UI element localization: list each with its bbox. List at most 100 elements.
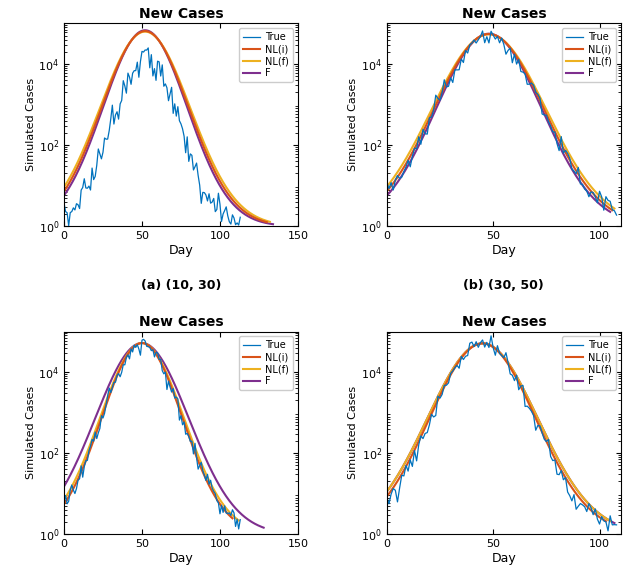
Line: F: F bbox=[387, 343, 614, 523]
F bbox=[507, 363, 515, 370]
True bbox=[509, 372, 516, 379]
F bbox=[138, 339, 146, 346]
Line: NL(f): NL(f) bbox=[387, 34, 614, 208]
True bbox=[383, 179, 390, 186]
NL(i) bbox=[383, 188, 390, 195]
Line: True: True bbox=[64, 48, 240, 225]
True bbox=[109, 384, 116, 391]
NL(f) bbox=[519, 61, 527, 68]
NL(i) bbox=[479, 340, 486, 347]
Line: NL(f): NL(f) bbox=[387, 343, 610, 521]
NL(i) bbox=[263, 218, 271, 225]
NL(f) bbox=[229, 193, 237, 200]
True bbox=[509, 59, 516, 66]
Text: (a) (10, 30): (a) (10, 30) bbox=[141, 279, 221, 292]
NL(i) bbox=[506, 43, 513, 50]
True bbox=[235, 525, 243, 532]
NL(f) bbox=[231, 514, 239, 521]
Legend: True, NL(i), NL(f), F: True, NL(i), NL(f), F bbox=[239, 28, 293, 82]
F bbox=[232, 203, 239, 210]
Line: NL(i): NL(i) bbox=[64, 343, 232, 518]
F bbox=[504, 42, 512, 49]
True bbox=[196, 462, 204, 469]
NL(i) bbox=[568, 161, 576, 168]
Y-axis label: Simulated Cases: Simulated Cases bbox=[348, 78, 358, 171]
F bbox=[490, 31, 497, 38]
NL(i) bbox=[198, 468, 206, 475]
NL(f) bbox=[492, 32, 499, 39]
NL(i) bbox=[141, 340, 148, 347]
True bbox=[536, 423, 544, 430]
NL(i) bbox=[259, 217, 266, 224]
F bbox=[493, 346, 500, 353]
NL(i) bbox=[157, 39, 164, 46]
Line: F: F bbox=[64, 31, 273, 224]
NL(i) bbox=[514, 377, 522, 384]
Text: (b) (30, 50): (b) (30, 50) bbox=[463, 279, 544, 292]
True bbox=[140, 336, 147, 343]
NL(i) bbox=[502, 357, 509, 365]
F bbox=[383, 192, 390, 199]
True bbox=[447, 370, 454, 377]
NL(f) bbox=[155, 355, 163, 362]
F bbox=[269, 221, 277, 228]
F bbox=[383, 488, 390, 495]
Line: NL(i): NL(i) bbox=[387, 343, 606, 521]
Y-axis label: Simulated Cases: Simulated Cases bbox=[348, 386, 358, 480]
F bbox=[160, 45, 168, 52]
True bbox=[511, 50, 518, 58]
NL(f) bbox=[60, 184, 68, 191]
NL(f) bbox=[566, 477, 574, 484]
Line: True: True bbox=[387, 31, 616, 215]
NL(f) bbox=[485, 31, 493, 38]
NL(i) bbox=[563, 476, 571, 483]
Legend: True, NL(i), NL(f), F: True, NL(i), NL(f), F bbox=[562, 336, 616, 390]
X-axis label: Day: Day bbox=[492, 552, 516, 565]
NL(f) bbox=[266, 218, 274, 225]
F bbox=[168, 376, 176, 383]
True bbox=[447, 75, 454, 82]
True bbox=[129, 349, 136, 356]
True bbox=[236, 214, 244, 221]
NL(i) bbox=[158, 42, 166, 49]
NL(i) bbox=[141, 340, 149, 347]
F bbox=[602, 205, 609, 212]
NL(f) bbox=[605, 201, 613, 208]
NL(f) bbox=[504, 359, 512, 366]
True bbox=[110, 379, 118, 386]
True bbox=[175, 417, 183, 424]
F bbox=[157, 354, 164, 361]
NL(f) bbox=[172, 68, 180, 75]
F bbox=[606, 208, 614, 215]
X-axis label: Day: Day bbox=[492, 244, 516, 257]
X-axis label: Day: Day bbox=[168, 552, 193, 565]
NL(i) bbox=[161, 367, 168, 374]
NL(i) bbox=[609, 207, 616, 214]
Line: F: F bbox=[387, 33, 610, 212]
True bbox=[511, 377, 518, 384]
NL(i) bbox=[227, 194, 234, 201]
True bbox=[197, 200, 205, 207]
NL(f) bbox=[383, 488, 390, 495]
NL(i) bbox=[152, 350, 159, 357]
NL(i) bbox=[597, 515, 605, 522]
NL(i) bbox=[492, 32, 500, 39]
Line: NL(f): NL(f) bbox=[64, 343, 239, 521]
NL(f) bbox=[204, 474, 211, 481]
True bbox=[81, 463, 88, 470]
NL(f) bbox=[507, 44, 515, 51]
F bbox=[519, 384, 527, 391]
True bbox=[612, 521, 620, 528]
NL(f) bbox=[159, 43, 167, 50]
Line: F: F bbox=[64, 343, 264, 528]
Line: NL(f): NL(f) bbox=[64, 32, 270, 222]
Title: New Cases: New Cases bbox=[461, 315, 546, 329]
F bbox=[611, 519, 618, 527]
NL(i) bbox=[602, 518, 610, 525]
F bbox=[570, 482, 578, 489]
F bbox=[179, 401, 187, 408]
NL(f) bbox=[145, 342, 152, 349]
NL(f) bbox=[141, 28, 149, 35]
NL(i) bbox=[228, 515, 236, 522]
True bbox=[177, 120, 185, 127]
